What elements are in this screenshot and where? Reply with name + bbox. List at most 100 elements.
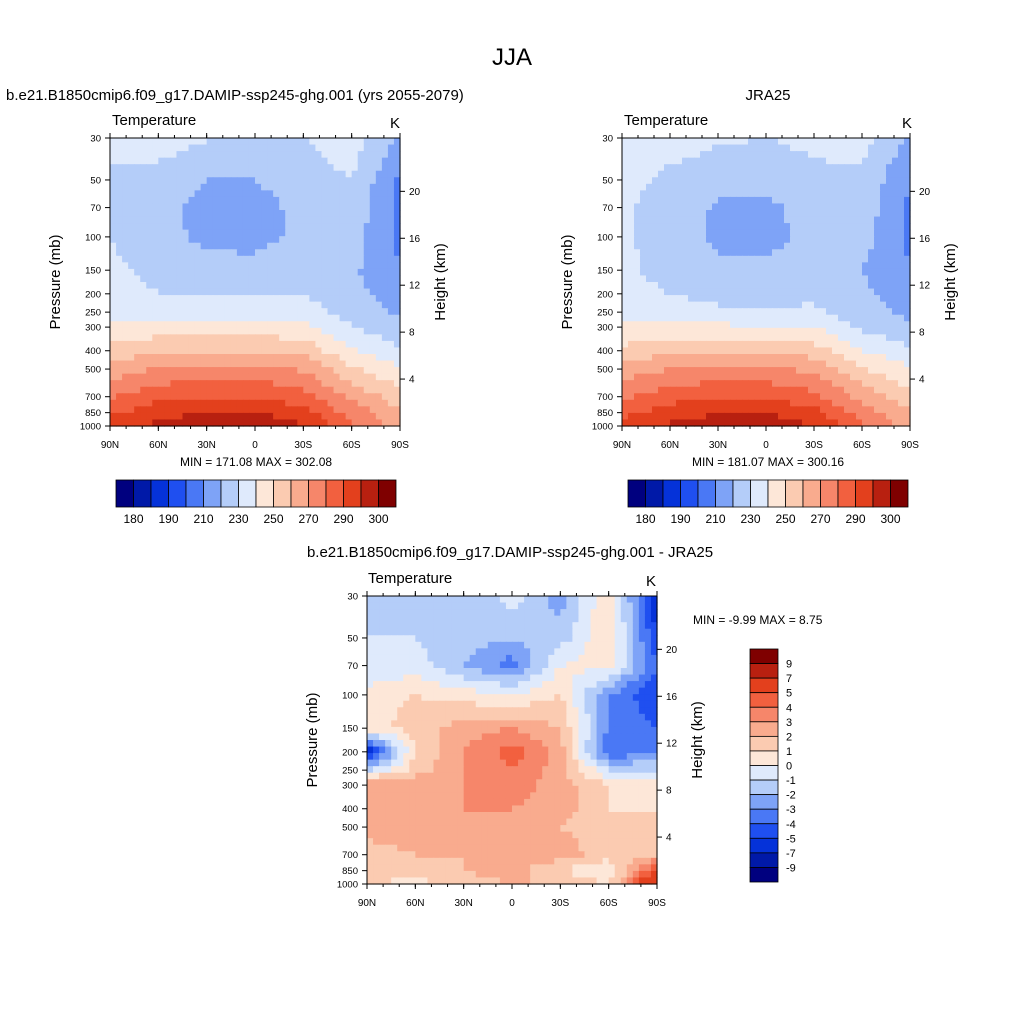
field-cell-model [393, 216, 401, 224]
field-cell-obs [676, 373, 683, 381]
field-cell-model [248, 308, 256, 316]
field-cell-model [327, 314, 335, 322]
field-cell-obs [832, 373, 839, 381]
field-cell-model [291, 177, 298, 185]
field-cell-obs [886, 354, 893, 362]
field-cell-obs [826, 360, 833, 368]
z-tick-label-obs: 8 [919, 328, 925, 339]
field-cell-model [152, 275, 159, 283]
field-cell-model [315, 386, 323, 394]
field-cell-model [236, 386, 244, 394]
field-cell-diff [445, 602, 453, 610]
field-cell-model [164, 216, 172, 224]
field-cell-model [218, 183, 226, 191]
field-cell-obs [808, 203, 815, 211]
field-cell-model [333, 138, 341, 146]
field-cell-obs [736, 295, 743, 303]
field-cell-obs [652, 412, 659, 421]
field-cell-model [116, 288, 123, 296]
field-cell-model [188, 399, 196, 407]
p-tick-label-model: 400 [85, 346, 101, 357]
field-cell-obs [880, 138, 887, 146]
field-cell-obs [676, 334, 683, 342]
field-cell-obs [886, 347, 893, 355]
field-cell-model [375, 170, 383, 178]
field-cell-diff [451, 668, 459, 676]
field-cell-obs [730, 223, 737, 231]
field-cell-obs [622, 367, 629, 375]
field-cell-obs [694, 340, 701, 349]
field-cell-diff [367, 622, 374, 630]
field-cell-model [158, 354, 165, 362]
field-cell-model [357, 373, 365, 381]
field-cell-model [369, 210, 377, 218]
field-cell-obs [862, 340, 869, 349]
field-cell-obs [790, 419, 797, 427]
field-cell-obs [892, 282, 899, 290]
field-cell-obs [826, 399, 833, 407]
field-cell-obs [760, 308, 767, 316]
field-cell-obs [844, 360, 851, 368]
field-cell-model [110, 399, 117, 407]
field-cell-diff [409, 628, 416, 636]
field-cell-obs [646, 249, 653, 257]
field-cell-obs [868, 412, 875, 421]
field-cell-model [291, 229, 298, 237]
field-cell-diff [650, 648, 658, 656]
field-cell-obs [880, 314, 887, 322]
field-cell-obs [754, 223, 761, 231]
field-cell-model [315, 412, 323, 421]
field-cell-obs [886, 308, 893, 316]
field-cell-model [164, 255, 172, 263]
field-cell-obs [634, 373, 641, 381]
field-cell-model [381, 138, 389, 146]
field-cell-obs [658, 347, 665, 355]
field-cell-model [315, 314, 323, 322]
field-cell-obs [868, 406, 875, 414]
field-cell-model [212, 164, 220, 172]
field-cell-model [381, 144, 389, 152]
field-cell-model [116, 157, 123, 165]
field-cell-model [267, 386, 274, 394]
field-cell-model [351, 170, 359, 178]
field-cell-model [158, 216, 165, 224]
field-cell-model [285, 282, 292, 290]
field-cell-model [267, 419, 274, 427]
field-cell-model [261, 393, 268, 401]
field-cell-obs [688, 275, 695, 283]
field-cell-model [267, 334, 274, 342]
field-cell-model [206, 354, 214, 362]
field-cell-model [321, 183, 329, 191]
field-cell-model [158, 242, 165, 250]
field-cell-obs [664, 282, 671, 290]
p-tick-label-obs: 300 [597, 323, 613, 334]
field-cell-model [152, 255, 159, 263]
field-cell-obs [634, 196, 641, 205]
field-cell-obs [814, 164, 821, 172]
field-cell-model [110, 223, 117, 231]
field-cell-obs [874, 380, 881, 388]
field-cell-diff [638, 602, 646, 610]
field-cell-model [309, 367, 317, 375]
field-cell-model [188, 262, 196, 270]
field-cell-model [194, 334, 202, 342]
field-cell-model [128, 183, 135, 191]
field-cell-obs [634, 262, 641, 270]
field-cell-model [230, 183, 238, 191]
field-cell-obs [790, 399, 797, 407]
field-cell-obs [802, 216, 809, 224]
field-cell-obs [820, 262, 827, 270]
field-cell-model [236, 275, 244, 283]
field-cell-obs [790, 223, 797, 231]
field-cell-model [375, 223, 383, 231]
field-cell-diff [554, 602, 561, 610]
field-cell-model [116, 249, 123, 257]
field-cell-obs [784, 138, 791, 146]
field-cell-obs [730, 399, 737, 407]
field-cell-diff [524, 596, 531, 604]
field-cell-obs [742, 334, 749, 342]
field-cell-diff [421, 622, 429, 630]
field-cell-model [315, 255, 323, 263]
field-cell-obs [892, 210, 899, 218]
field-cell-obs [718, 262, 725, 270]
